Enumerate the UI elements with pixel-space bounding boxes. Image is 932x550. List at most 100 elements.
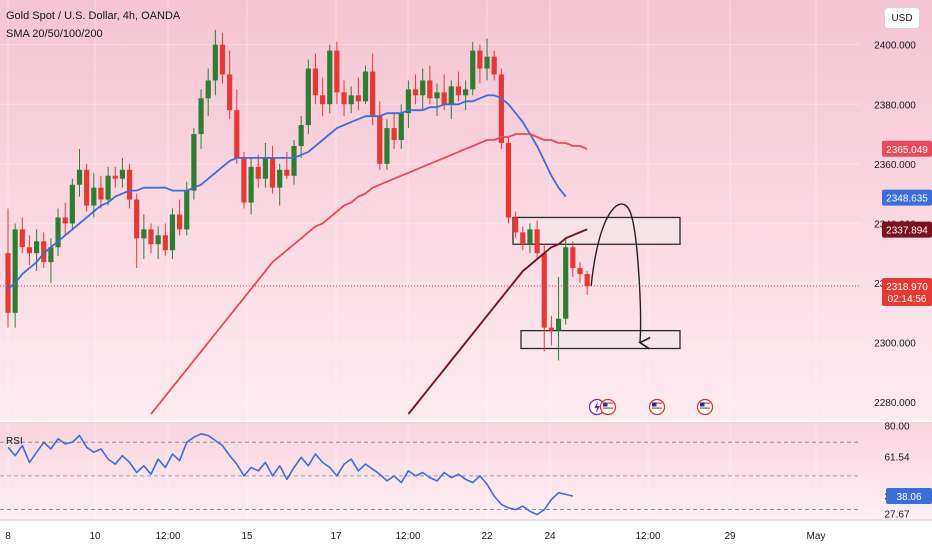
candle-bull [169,214,176,251]
y-tick-label: 2300.000 [874,339,916,350]
candle-bear [162,235,168,251]
candle-bull [362,71,369,102]
flag-stripe [603,410,613,412]
candle-bull [48,247,54,263]
candle-bear [498,74,504,143]
x-tick-label: 22 [481,531,493,542]
flag-stripe [652,410,662,412]
candle-bear [255,166,261,179]
candle-bull [55,217,61,248]
candle-bull [398,113,404,140]
candle-bear [505,142,512,218]
candle-bear [241,157,247,203]
us-flag-icon [599,398,617,416]
candle-bear [534,229,540,254]
candle-bear [477,50,483,69]
price-pane-background [0,0,932,420]
x-tick-label: 15 [241,531,253,542]
candle-bear [391,128,397,140]
candle-bear [148,229,154,245]
sma20-line [7,94,567,290]
flag-canton [700,402,705,407]
candle-bear [541,253,547,328]
candle-bull [212,44,218,81]
x-tick-label: 12:00 [395,531,420,542]
candle-bull [305,68,311,126]
candle-bull [205,80,211,99]
candle-bull [420,80,426,96]
candle-bull [298,125,304,146]
rsi-tick-label: 80.00 [884,421,909,432]
x-tick-label: 10 [89,531,101,542]
time-axis-background [0,520,932,550]
sma200-line [407,228,588,415]
candle-bull [434,92,440,99]
price-label-box [882,278,932,307]
price-label-text: 2318.970 [886,282,928,293]
flag-stripe [652,405,662,407]
candle-bull [527,229,533,245]
y-tick-label: 2280.000 [874,398,916,409]
rsi-label: RSI [6,436,23,447]
candle-bear [427,80,433,99]
rsi-tick-label: 27.67 [884,510,909,521]
rsi-pane-background [0,422,932,520]
sma50-line [150,133,588,415]
candle-bull [248,166,254,203]
candle-bear [112,175,118,179]
indicator-legend: SMA 20/50/100/200 [6,28,103,40]
price-labels: 2365.049 2348.635 2337.894 2318.97002:14:56… [882,140,932,505]
rsi-value-box [886,488,932,505]
us-flag-icon-ring [599,398,617,416]
countdown-text: 02:14:56 [888,294,927,305]
rsi-value-text: 38.06 [896,492,921,503]
rsi-tick-label: 61.54 [884,452,909,463]
flag-stripe [603,405,613,407]
candle-bull [155,235,161,245]
price-label-text: 2365.049 [886,145,928,156]
candle-bull [348,95,354,105]
candle-bull [384,128,390,164]
flag-canton [652,402,657,407]
y-tick-label: 2380.000 [874,100,916,111]
lightning-glyph [594,401,600,413]
us-flag-icon [696,398,714,416]
candle-bull [105,175,111,200]
candle-bear [548,327,554,331]
candle-bull [76,169,83,185]
flag-stripe [700,405,710,407]
flag-stripe [603,407,613,409]
event-markers [588,398,714,416]
candle-bear [355,95,361,102]
candle-bull [69,184,75,224]
candle-bull [291,145,297,176]
candle-bear [62,217,68,224]
x-tick-label: May [807,531,826,542]
us-flag-icon-ring [696,398,714,416]
candle-bull [262,157,268,179]
candle-bear [412,89,419,96]
candle-bear [177,214,183,230]
candle-bear [5,253,11,313]
candle-bull [198,98,204,135]
candle-bull [12,229,18,313]
rsi-pane [0,432,860,516]
candle-bear [227,74,233,111]
support-zone [520,329,681,350]
x-tick-label: 8 [5,531,11,542]
price-label-text: 2337.894 [886,226,928,237]
flag-stripe [652,407,662,409]
y-tick-label: 2360.000 [874,160,916,171]
flag-canton [603,402,608,407]
candle-bull [463,89,469,96]
price-label-box [882,189,932,206]
price-label-text: 2348.635 [886,194,928,205]
currency-button[interactable]: USD [884,7,920,29]
x-tick-label: 12:00 [155,531,180,542]
candle-bear [455,86,462,96]
candle-bull [484,56,490,69]
resistance-zone [512,216,681,245]
candle-bull [448,86,454,105]
candle-bull [277,169,283,188]
